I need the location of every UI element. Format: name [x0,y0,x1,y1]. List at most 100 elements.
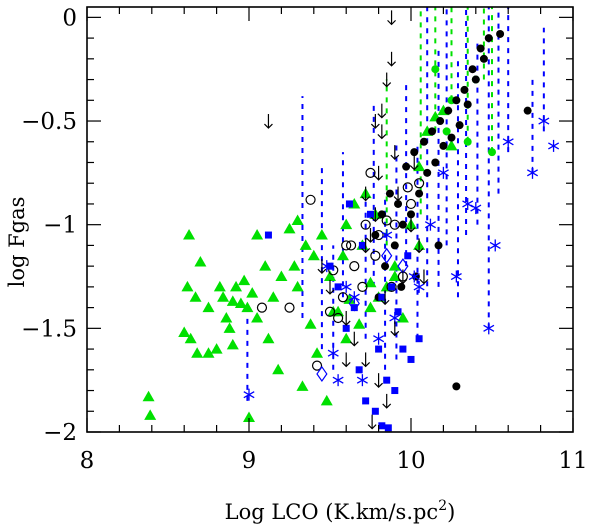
triangle-point [364,301,377,313]
asterisk-point [321,260,333,273]
filled-dot-point [398,220,407,229]
triangle-point [246,287,259,298]
open-circle-point [284,302,295,313]
asterisk-point [489,239,501,252]
upper-limit-arrow [414,238,424,254]
upper-limit-arrow [341,352,351,368]
square-point [399,345,407,353]
filled-dot-point [463,100,472,109]
open-circle-point [365,167,376,178]
asterisk-point [356,374,368,387]
triangle-point [288,260,301,271]
triangle-point [413,160,426,172]
triangle-point [315,229,328,240]
triangle-point [226,338,239,350]
triangle-point [181,280,194,292]
asterisk-point [327,347,339,360]
square-point [394,308,402,316]
square-point [264,231,272,239]
triangle-point [396,311,409,323]
upper-limit-arrow [409,155,419,171]
square-point [415,335,423,343]
open-circle-point [370,250,381,261]
square-point [407,355,415,363]
square-point [404,252,412,260]
open-circle-point [333,312,344,324]
filled-dot-point [419,137,428,146]
triangle-point [324,270,336,282]
open-circle-point [381,215,392,226]
filled-dot-point [431,158,440,167]
filled-dot-point [488,148,496,157]
open-circle-point [305,194,316,205]
triangle-point [304,318,317,329]
axes [86,6,574,433]
asterisk-point [548,139,560,152]
square-point [355,366,363,374]
filled-dot-point [439,141,448,150]
tick-labels: 8 9 10 11 −2 −1.5 −1 −0.5 0 [21,5,588,474]
triangle-point [220,311,233,323]
triangle-point [388,270,401,282]
filled-dot-point [385,189,394,198]
square-point [367,210,374,218]
triangle-point [283,222,296,234]
asterisk-point [243,388,255,401]
filled-dot-point [455,121,464,130]
square-point [350,304,358,312]
upper-limit-arrow [387,51,396,67]
open-circle-point [360,219,371,230]
open-circle-point [337,292,349,303]
upper-limit-arrow [377,103,387,119]
filled-dot-point [442,127,451,136]
square-point [342,324,350,332]
y-tick-label: −0.5 [21,109,77,135]
x-tick-label: 9 [242,448,257,474]
filled-dot-point [496,29,505,38]
asterisk-point [340,280,352,293]
triangle-point [262,332,275,344]
triangle-point [267,291,280,302]
filled-dot-point [452,382,461,391]
upper-limit-arrow [264,114,273,129]
diamond-point [381,247,393,264]
filled-dot-point [468,65,477,74]
triangle-point [144,409,157,420]
y-tick-label: 0 [62,5,77,31]
square-point [334,283,342,291]
upper-limit-arrow [419,269,429,285]
filled-dot-point [381,262,390,271]
square-point [345,200,353,208]
asterisk-point [332,374,344,387]
upper-limit-arrow [393,186,403,202]
triangle-point [251,229,264,240]
filled-dot-point [423,168,432,177]
open-circle-point [341,240,352,251]
filled-dot-point [479,54,488,63]
filled-dot-point [402,162,411,171]
triangle-point [184,332,197,344]
triangle-point [189,291,202,302]
filled-dot-point [371,231,380,240]
upper-limit-arrow [361,238,371,254]
asterisk-point [502,135,514,148]
triangle-point [217,291,230,302]
open-circle-point [414,178,425,189]
triangle-point [178,326,191,337]
open-circle-point [311,360,323,371]
square-point [383,376,391,384]
x-axis-label-close: ) [447,500,455,524]
open-circle-point [386,281,397,292]
square-point [326,262,334,270]
upper-limit-arrow [341,310,351,326]
upper-limit-arrow [325,279,335,295]
plot-frame [86,6,574,433]
filled-dot-point [444,106,453,115]
asterisk-point [373,332,385,345]
triangle-point [353,318,366,329]
triangle-point [230,280,243,292]
triangle-point [320,394,333,406]
y-tick-label: −2 [43,420,77,446]
open-circle-point [256,302,268,313]
